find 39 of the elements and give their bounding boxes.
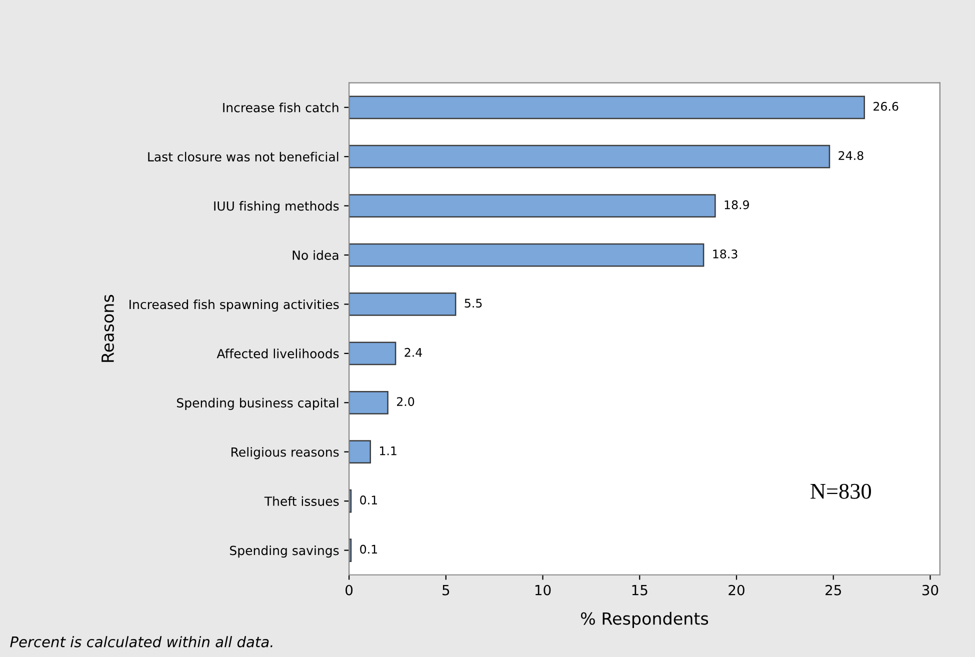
data-label: 0.1 (360, 496, 378, 504)
bar (349, 342, 396, 366)
data-label: 0.1 (360, 544, 378, 554)
y-tick-label: Affected livelihoods (216, 348, 339, 358)
bar (349, 440, 371, 464)
x-tick-label: 30 (922, 584, 938, 596)
data-label: 2.4 (404, 348, 422, 357)
x-axis-title: % Respondents (580, 612, 708, 628)
data-label: 18.9 (724, 200, 749, 210)
y-tick-label: Last closure was not beneficial (148, 152, 338, 162)
bar (349, 390, 388, 414)
y-tick-label: Religious reasons (232, 447, 339, 460)
x-tick-label: 10 (535, 584, 551, 596)
x-tick-label: 15 (632, 585, 648, 596)
x-tick-label: 25 (826, 584, 841, 596)
bar (349, 243, 704, 267)
bar (349, 96, 865, 120)
data-label: 26.6 (874, 102, 898, 111)
data-label: 24.8 (838, 151, 864, 160)
y-tick-label: IUU fishing methods (214, 201, 339, 214)
y-tick-label: Spending savings (230, 546, 339, 558)
annotation: N=830 (810, 484, 871, 499)
y-tick-label: Increased fish spawning activities (130, 299, 339, 312)
bar (349, 144, 830, 168)
x-tick-label: 0 (346, 584, 353, 596)
data-label: 18.3 (713, 250, 738, 258)
text: Percent is calculated within all data. (10, 636, 272, 648)
y-tick-label: Spending business capital (177, 398, 338, 410)
y-tick-label: Increase fish catch (223, 102, 338, 112)
y-tick-label: No idea (292, 250, 338, 260)
x-tick-label: 5 (442, 585, 450, 596)
y-tick-label: Theft issues (264, 496, 339, 506)
x-tick-label: 20 (728, 584, 744, 596)
y-axis-title: Reasons (102, 294, 114, 362)
data-label: 2.0 (396, 397, 414, 406)
bar (349, 194, 716, 218)
data-label: 1.1 (380, 446, 396, 456)
bar (349, 292, 456, 316)
data-label: 5.5 (464, 298, 482, 308)
